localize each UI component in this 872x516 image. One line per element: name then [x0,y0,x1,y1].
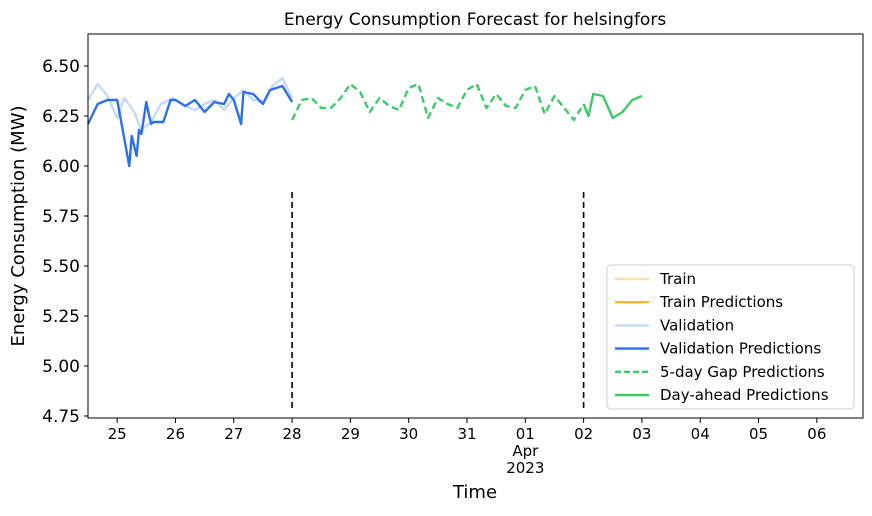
x-tick-label: 30 [399,425,418,443]
x-tick-label: 05 [749,425,768,443]
legend-label-2: Validation [660,316,734,334]
series-layer [86,76,643,168]
x-tick-label: 29 [341,425,360,443]
series-line-5 [582,92,643,120]
legend-label-0: Train [659,270,696,288]
x-axis-label: Time [452,482,497,503]
y-tick-label: 5.25 [42,307,80,327]
x-tick-label: 04 [691,425,710,443]
x-tick-label: 31 [457,425,476,443]
y-tick-label: 4.75 [42,407,80,427]
x-tick-label: 28 [283,425,302,443]
y-tick-label: 6.25 [42,107,80,127]
series-line-3 [86,84,294,168]
legend-label-1: Train Predictions [659,293,783,311]
x-tick-sublabel: Apr [512,442,539,460]
plot-area-frame [87,33,864,419]
x-tick-label: 03 [632,425,651,443]
y-axis: 4.75 5.00 5.25 5.50 5.75 6.00 6.25 6.50 [42,57,88,427]
y-tick-label: 6.00 [42,157,80,177]
y-tick-label: 5.00 [42,357,80,377]
y-tick-label: 5.75 [42,207,80,227]
x-tick-sublabel: 2023 [506,459,544,477]
x-tick-label: 02 [574,425,593,443]
legend-label-3: Validation Predictions [660,340,821,358]
chart-title: Energy Consumption Forecast for helsingf… [284,10,667,30]
y-axis-label: Energy Consumption (MW) [8,105,29,346]
x-tick-label: 25 [108,425,127,443]
legend-label-5: Day-ahead Predictions [660,386,829,404]
vlines-layer [291,190,585,408]
x-tick-label: 27 [224,425,243,443]
legend-label-4: 5-day Gap Predictions [660,363,825,381]
x-tick-label: 06 [807,425,826,443]
legend: Train Train Predictions Validation Validati… [606,264,855,410]
x-tick-label: 01 [516,425,535,443]
legend-box [606,264,855,410]
series-line-4 [291,82,585,122]
series-line-2 [86,76,294,132]
y-tick-label: 6.50 [42,57,80,77]
x-tick-label: 26 [166,425,185,443]
y-tick-label: 5.50 [42,257,80,277]
